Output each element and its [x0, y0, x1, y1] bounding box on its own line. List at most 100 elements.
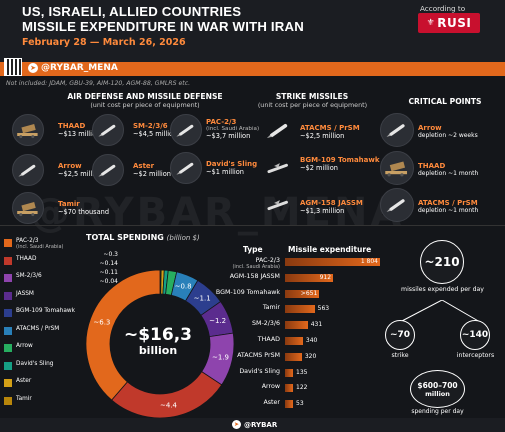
bar-row: BGM-109 Tomahawk >651 [190, 289, 390, 303]
air-defense-item: Tamir ~$70 thousand [58, 200, 109, 216]
bar-category-text: THAAD [257, 336, 280, 343]
strike-subtitle: (unit cost per piece of equipment) [257, 101, 368, 109]
air-defense-item: SM-2/3/6 ~$4,5 million [133, 122, 177, 138]
legend-item: SM-2/3/6 [4, 273, 42, 282]
bar-category-label: Aster [190, 399, 280, 406]
bar-category-label: AGM-158 JASSM [190, 273, 280, 280]
bar-category-label: SM-2/3/6 [190, 320, 280, 327]
bar-value-label: 53 [296, 400, 304, 408]
bar-row: THAAD 340 [190, 336, 390, 350]
legend-text: Aster [16, 378, 31, 384]
legend-text: SM-2/3/6 [16, 273, 42, 279]
strike-label: strike [391, 352, 409, 359]
bar-value-label: 912 [319, 273, 332, 281]
legend-swatch [4, 309, 12, 317]
cruise-missile-icon [260, 154, 296, 182]
bar-row: David's Sling 135 [190, 368, 390, 382]
per-day-label: missiles expended per day [401, 286, 484, 293]
missile-icon [92, 114, 124, 146]
total-spending-title: TOTAL SPENDING (billion $) [86, 233, 200, 242]
bar-pac-2-3: 1 804 [285, 258, 380, 266]
spending-bubble: $600–700 million [410, 370, 465, 408]
bar-value-label: 320 [304, 352, 317, 360]
bar-category-text: BGM-109 Tomahawk [215, 288, 280, 296]
item-name: ATACMS / PrSM [418, 199, 478, 207]
item-name: ATACMS / PrSM [300, 124, 360, 132]
missile-icon [12, 154, 44, 186]
donut-label: ~0.11 [100, 269, 119, 276]
legend-swatch [4, 326, 12, 335]
channel-handle[interactable]: ➤ @RYBAR_MENA [28, 63, 118, 73]
divider [0, 225, 505, 226]
item-cost: ~$13 million [58, 130, 101, 138]
air-defense-item: PAC-2/3 (incl. Saudi Arabia) ~$3,7 million [206, 118, 259, 140]
telegram-icon: ➤ [232, 420, 241, 429]
item-cost: ~$2,5 million [300, 132, 345, 140]
air-defense-subtitle: (unit cost per piece of equipment) [90, 101, 200, 109]
donut-label: ~1.2 [209, 317, 226, 325]
bar-category-label: THAAD [190, 336, 280, 343]
item-text: depletion ~1 month [418, 170, 479, 177]
bar-row: Tamir 563 [190, 304, 390, 318]
donut-label: ~4.4 [160, 401, 178, 409]
legend-label: Tamir [16, 395, 32, 402]
item-name: Arrow [418, 124, 442, 132]
total-unit-text: (billion $) [166, 234, 200, 242]
bar-category-text: PAC-2/3 [255, 257, 280, 264]
item-text: depletion ~1 month [418, 207, 479, 214]
qr-code-icon [4, 58, 22, 76]
legend-item: Arrow [4, 343, 33, 352]
donut-label: ~0.3 [103, 251, 118, 258]
missile-icon [260, 116, 296, 144]
total-value: ~$16,3 [123, 325, 193, 345]
legend-swatch [4, 256, 12, 265]
donut-label: ~0.04 [100, 278, 119, 285]
bar-sm-2-3-6 [285, 321, 308, 330]
bar-category-label: Tamir [190, 304, 280, 311]
legend-item: Aster [4, 378, 31, 387]
channel-handle-text: @RYBAR_MENA [41, 63, 118, 73]
item-name: THAAD [418, 162, 446, 170]
per-day-value: ~210 [424, 255, 460, 269]
legend-label: BGM-109 Tomahawk [16, 308, 75, 314]
spending-donut-chart: ~0.04 ~0.11 ~0.14 ~0.3 ~0.8~1.1 ~1.2 ~1.9 ~4.4 ~… [85, 251, 235, 419]
bar-category-text: SM-2/3/6 [252, 320, 280, 328]
legend-note: (incl. Saudi Arabia) [16, 244, 64, 250]
bar-agm-158-jassm: 912 [285, 273, 334, 282]
interceptors-label: interceptors [456, 352, 495, 359]
bar-row: ATACMS PrSM 320 [190, 352, 390, 366]
total-title-text: TOTAL SPENDING [86, 233, 164, 242]
legend-swatch [4, 379, 12, 387]
legend-label: THAAD [16, 255, 37, 262]
legend-item: David's Sling [4, 361, 53, 370]
rusi-logo-icon: ⚜ [426, 18, 436, 28]
strike-title: STRIKE MISSILES [275, 92, 349, 101]
legend-text: Arrow [16, 343, 33, 349]
bar-category-text: Aster [263, 399, 280, 407]
footer-channel[interactable]: ➤ @RYBAR [232, 420, 277, 429]
legend-label: David's Sling [16, 360, 54, 367]
legend-item: BGM-109 Tomahawk [4, 308, 75, 317]
bar-value-label: 122 [296, 384, 308, 392]
legend-label: JASSM [16, 290, 34, 297]
bar-category-label: PAC-2/3 (incl. Saudi Arabia) [190, 257, 280, 270]
expenditure-bar-chart: PAC-2/3 (incl. Saudi Arabia) 1 804 AGM-158 … [190, 257, 390, 417]
missile-icon [170, 114, 202, 146]
legend-label: PAC-2/3 [16, 238, 39, 244]
air-defense-title: AIR DEFENSE AND MISSILE DEFENSE [67, 92, 223, 101]
item-cost: ~$70 thousand [58, 208, 110, 216]
missile-icon [170, 152, 202, 184]
critical-item: Arrow depletion ~2 weeks [418, 124, 478, 139]
bar-ylabel: Missile expenditure [288, 245, 372, 254]
legend-item: Tamir [4, 396, 32, 405]
legend-item: PAC-2/3 (incl. Saudi Arabia) [4, 238, 64, 250]
thaad-launcher-icon [12, 114, 44, 146]
bar-value-label: 135 [296, 368, 308, 376]
air-defense-item: THAAD ~$13 million [58, 122, 100, 138]
air-defense-item: Aster ~$2 million [133, 162, 171, 178]
bar-category-text: ATACMS PrSM [237, 351, 280, 359]
per-day-bubble: ~210 [420, 240, 464, 284]
strike-item: BGM-109 Tomahawk ~$2 million [300, 156, 380, 172]
legend-text: Tamir [16, 396, 32, 402]
item-name: SM-2/3/6 [133, 122, 168, 130]
